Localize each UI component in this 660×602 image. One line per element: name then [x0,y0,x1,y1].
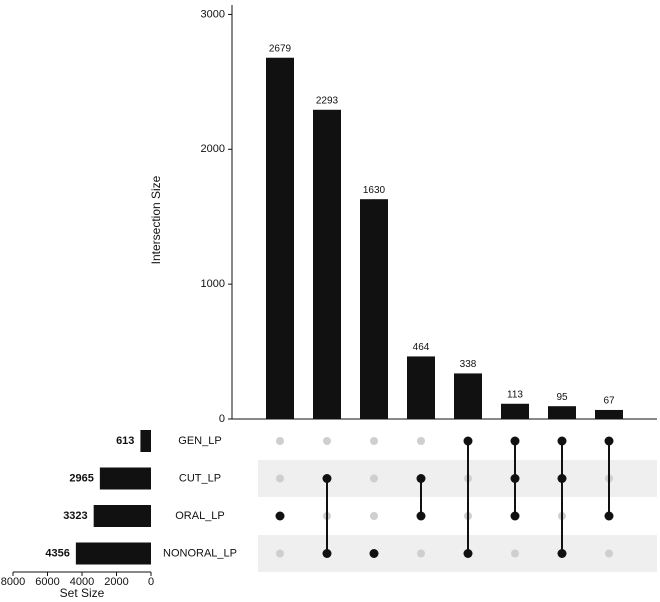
member-dot [557,436,567,446]
x-tick-label: 8000 [1,576,25,588]
value-label: 113 [507,389,523,400]
member-dot [604,511,614,521]
empty-dot [511,549,519,558]
member-dot [557,549,567,558]
y-tick-label: 3000 [201,8,225,20]
y-tick-label: 1000 [201,278,225,290]
member-dot [322,549,332,558]
set-name: ORAL_LP [175,510,225,522]
member-dot [463,549,473,558]
value-label: 464 [413,342,430,353]
member-dot [557,474,567,483]
y-tick-label: 0 [219,413,225,425]
bar [595,409,623,419]
value-label: 95 [556,392,568,403]
empty-dot [417,549,425,558]
member-dot [510,436,520,446]
bar [360,199,388,419]
row-band [258,460,657,497]
set-name: NONORAL_LP [163,547,237,559]
empty-dot [276,474,284,483]
set-size-label: 3323 [63,510,87,522]
empty-dot [323,437,331,445]
value-label: 338 [460,359,477,370]
value-label: 67 [603,396,615,407]
member-dot [322,474,332,483]
set-bar [75,542,151,565]
member-dot [275,511,285,521]
empty-dot [605,549,613,558]
member-dot [463,436,473,446]
member-dot [604,436,614,446]
member-dot [416,511,426,521]
set-name: GEN_LP [178,435,221,447]
bar [454,373,482,419]
empty-dot [370,512,378,520]
set-size-label: 613 [116,435,134,447]
x-tick-label: 2000 [104,576,128,588]
member-dot [369,549,379,558]
x-tick-label: 4000 [70,576,94,588]
x-tick-label: 0 [148,576,154,588]
bar [266,57,294,419]
empty-dot [276,437,284,445]
set-name: CUT_LP [179,472,221,484]
bar [313,109,341,420]
member-dot [510,511,520,521]
set-size-label: 4356 [45,547,69,559]
value-label: 2293 [316,95,339,106]
set-size-label: 2965 [69,472,93,484]
x-axis-label: Set Size [60,586,105,600]
y-axis-label: Intersection Size [149,175,163,264]
value-label: 2679 [269,43,292,54]
bar [501,403,529,419]
empty-dot [276,549,284,558]
row-band [258,535,657,572]
member-dot [416,474,426,483]
member-dot [510,474,520,483]
empty-dot [370,474,378,483]
set-bar [140,430,151,452]
x-tick-label: 6000 [35,576,59,588]
value-label: 1630 [363,185,386,196]
bar [548,406,576,419]
set-bar [93,505,151,527]
empty-dot [370,437,378,445]
bar [407,356,435,419]
y-tick-label: 2000 [201,143,225,155]
empty-dot [417,437,425,445]
set-bar [99,467,151,490]
